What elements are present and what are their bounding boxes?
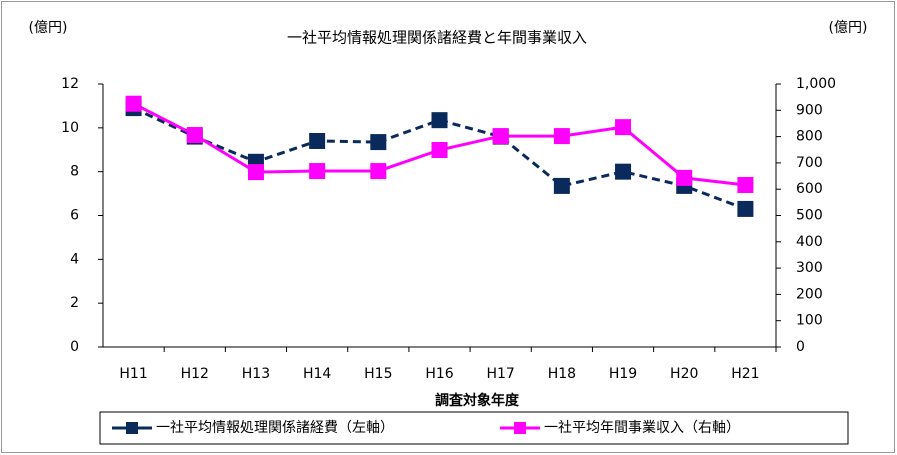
- y2-tick-label: 800: [796, 129, 823, 145]
- chart-title: 一社平均情報処理関係諸経費と年間事業収入: [287, 29, 587, 47]
- y2-tick-label: 600: [796, 181, 823, 197]
- series-marker: [737, 200, 754, 217]
- y-tick-label: 0: [70, 339, 79, 355]
- series-marker: [370, 134, 387, 151]
- y2-tick-label: 300: [796, 260, 823, 276]
- series-marker: [186, 127, 203, 144]
- y2-axis-label: (億円): [829, 20, 868, 36]
- series-marker: [737, 176, 754, 193]
- series-marker: [309, 163, 326, 180]
- series-marker: [309, 132, 326, 149]
- x-tick-label: H17: [487, 366, 515, 382]
- series-marker: [125, 95, 142, 112]
- legend-label: 一社平均情報処理関係諸経費（左軸）: [156, 420, 394, 436]
- x-tick-label: H18: [548, 366, 576, 382]
- series-marker: [615, 119, 632, 136]
- x-axis-label: 調査対象年度: [435, 392, 520, 409]
- x-tick-label: H19: [609, 366, 637, 382]
- y2-tick-label: 700: [796, 155, 823, 171]
- y2-tick-label: 200: [796, 286, 823, 302]
- y-tick-label: 6: [70, 208, 79, 224]
- x-tick-label: H21: [731, 366, 759, 382]
- x-tick-label: H20: [670, 366, 698, 382]
- legend-box: [99, 411, 849, 445]
- x-tick-label: H11: [119, 366, 147, 382]
- y2-tick-label: 100: [796, 313, 823, 329]
- series-marker: [492, 128, 509, 145]
- legend-marker: [126, 422, 138, 434]
- y-tick-label: 10: [61, 120, 79, 136]
- y2-tick-label: 0: [796, 339, 805, 355]
- x-tick-label: H12: [181, 366, 209, 382]
- y-tick-label: 2: [70, 295, 79, 311]
- series-marker: [370, 163, 387, 180]
- series-marker: [553, 177, 570, 194]
- y2-tick-label: 400: [796, 234, 823, 250]
- x-tick-label: H13: [242, 366, 270, 382]
- series-marker: [615, 163, 632, 180]
- series-marker: [553, 128, 570, 145]
- legend-label: 一社平均年間事業収入（右軸）: [544, 420, 740, 436]
- x-tick-label: H14: [303, 366, 331, 382]
- series-line: [132, 106, 746, 211]
- y-tick-label: 4: [70, 251, 79, 267]
- y-axis-label: (億円): [29, 20, 68, 36]
- y-tick-label: 8: [70, 164, 79, 180]
- y2-tick-label: 1,000: [796, 76, 836, 92]
- series-marker: [431, 142, 448, 159]
- y-tick-label: 12: [61, 76, 79, 92]
- x-tick-label: H16: [425, 366, 453, 382]
- series-marker: [676, 169, 693, 186]
- y2-tick-label: 900: [796, 102, 823, 118]
- series-marker: [247, 164, 264, 181]
- y2-tick-label: 500: [796, 208, 823, 224]
- legend-marker: [514, 422, 526, 434]
- series-marker: [431, 112, 448, 129]
- x-tick-label: H15: [364, 366, 392, 382]
